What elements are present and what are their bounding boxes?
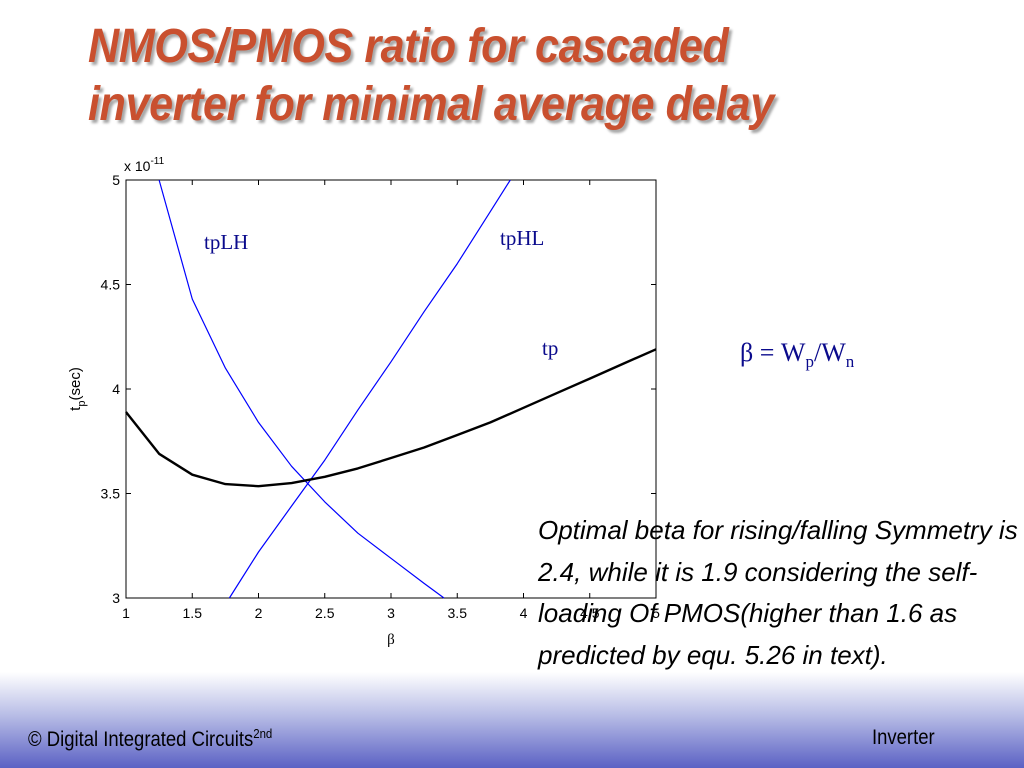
x-tick-label: 4 xyxy=(520,605,528,621)
title-line-2: inverter for minimal average delay xyxy=(88,78,774,131)
y-axis-label-sub: p xyxy=(76,401,88,407)
optimal-beta-note: Optimal beta for rising/falling Symmetry… xyxy=(538,515,1018,670)
footer-copyright: © Digital Integrated Circuits2nd xyxy=(28,726,272,752)
title-line-1: NMOS/PMOS ratio for cascaded xyxy=(88,20,729,73)
slide-title: NMOS/PMOS ratio for cascaded inverter fo… xyxy=(88,18,898,134)
x-tick-label: 2 xyxy=(255,605,263,621)
series-label-tp: tp xyxy=(542,336,558,360)
exponent-power: -11 xyxy=(150,156,164,167)
formula-slash: / xyxy=(813,338,822,367)
footer-band xyxy=(0,672,1024,768)
series-line-tphl xyxy=(228,179,511,599)
x-tick-label: 1.5 xyxy=(183,605,203,621)
footer-edition: 2nd xyxy=(253,726,273,741)
formula-wp: W xyxy=(780,338,806,367)
y-axis-label: tp(sec) xyxy=(67,367,88,411)
series-label-tphl: tpHL xyxy=(500,226,544,250)
series-label-tplh: tpLH xyxy=(204,230,248,254)
x-tick-label: 1 xyxy=(122,605,130,621)
y-axis-label-t: t xyxy=(67,406,84,411)
x-tick-label: 2.5 xyxy=(315,605,335,621)
footer-copyright-text: © Digital Integrated Circuits xyxy=(28,728,254,751)
exponent-base: x 10 xyxy=(124,158,151,174)
y-tick-label: 4.5 xyxy=(101,277,121,293)
series-layer xyxy=(125,179,657,599)
formula-wp-sub: p xyxy=(805,352,814,372)
series-line-tplh xyxy=(158,179,445,599)
tick-marks xyxy=(125,179,657,599)
y-tick-label: 5 xyxy=(112,172,120,188)
x-tick-label: 5 xyxy=(652,605,660,621)
y-tick-label: 3 xyxy=(112,590,120,606)
formula-wn-sub: n xyxy=(845,352,855,372)
beta-formula: β = Wp/Wn xyxy=(740,338,854,372)
formula-beta: β xyxy=(740,338,754,367)
y-tick-label: 3.5 xyxy=(101,486,121,502)
x-tick-label: 4.5 xyxy=(580,605,600,621)
formula-wn: W xyxy=(821,338,846,367)
formula-equals: = xyxy=(753,338,781,367)
y-axis-label-suffix: (sec) xyxy=(67,367,84,400)
tick-labels: 1 1.5 2 2.5 3 3.5 4 4.5 5 3 3.5 4 4.5 5 xyxy=(101,172,661,621)
footer-section-title: Inverter xyxy=(872,726,935,749)
exponent-label: x 10-11 xyxy=(124,156,165,174)
y-tick-label: 4 xyxy=(112,381,120,397)
series-line-tp xyxy=(125,348,657,488)
x-axis-label: β xyxy=(387,632,395,648)
x-tick-label: 3 xyxy=(387,605,395,621)
x-tick-label: 3.5 xyxy=(448,605,468,621)
